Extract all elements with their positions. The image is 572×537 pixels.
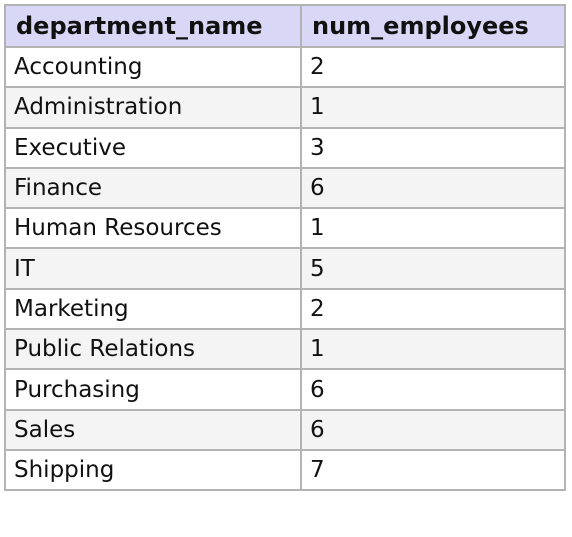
department-name-cell: Executive	[4, 126, 302, 169]
table-row: Public Relations 1	[4, 328, 566, 371]
department-name-cell: Administration	[4, 86, 302, 129]
num-employees-cell: 6	[300, 408, 566, 451]
table-row: Marketing 2	[4, 287, 566, 331]
result-table-container: department_name num_employees Accounting…	[4, 4, 566, 492]
table-row: Executive 3	[4, 126, 566, 169]
department-name-cell: IT	[4, 247, 302, 290]
num-employees-cell: 1	[300, 86, 566, 129]
num-employees-cell: 2	[300, 287, 566, 331]
department-name-cell: Finance	[4, 166, 302, 210]
result-table: department_name num_employees Accounting…	[4, 4, 566, 492]
num-employees-cell: 6	[300, 368, 566, 411]
column-header-department-name: department_name	[4, 4, 302, 48]
table-row: Accounting 2	[4, 45, 566, 89]
table-row: Human Resources 1	[4, 207, 566, 250]
department-name-cell: Purchasing	[4, 368, 302, 411]
num-employees-cell: 2	[300, 45, 566, 89]
header-row: department_name num_employees	[4, 4, 566, 48]
department-name-cell: Sales	[4, 408, 302, 451]
num-employees-cell: 1	[300, 328, 566, 371]
table-row: Purchasing 6	[4, 368, 566, 411]
num-employees-cell: 7	[300, 448, 566, 492]
num-employees-cell: 1	[300, 207, 566, 250]
department-name-cell: Marketing	[4, 287, 302, 331]
department-name-cell: Human Resources	[4, 207, 302, 250]
table-row: Administration 1	[4, 86, 566, 129]
table-row: IT 5	[4, 247, 566, 290]
table-row: Sales 6	[4, 408, 566, 451]
table-row: Finance 6	[4, 166, 566, 210]
num-employees-cell: 3	[300, 126, 566, 169]
department-name-cell: Accounting	[4, 45, 302, 89]
department-name-cell: Shipping	[4, 448, 302, 492]
num-employees-cell: 5	[300, 247, 566, 290]
table-row: Shipping 7	[4, 448, 566, 492]
department-name-cell: Public Relations	[4, 328, 302, 371]
column-header-num-employees: num_employees	[300, 4, 566, 48]
num-employees-cell: 6	[300, 166, 566, 210]
